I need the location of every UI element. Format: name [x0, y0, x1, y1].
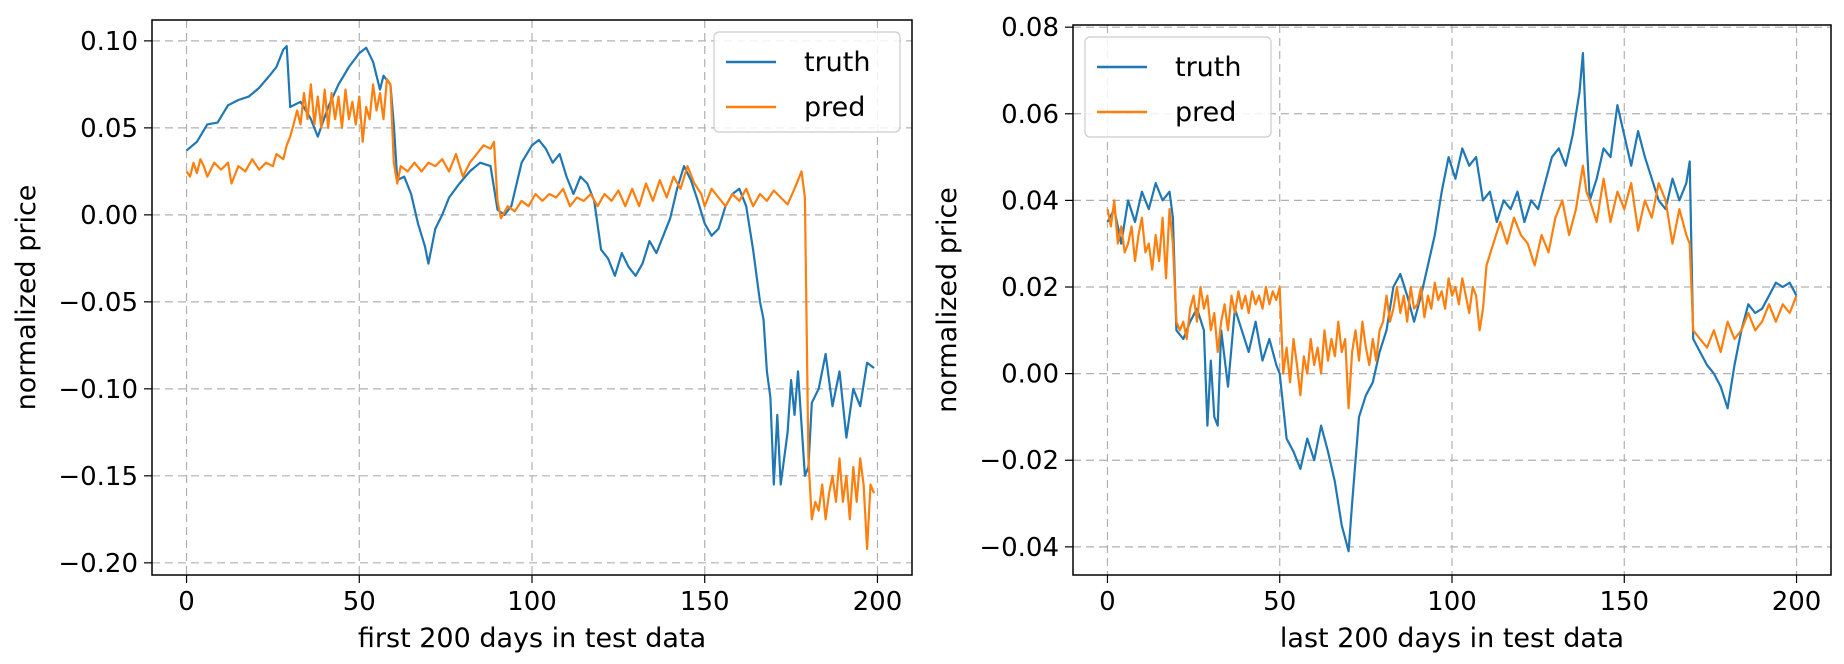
y-tick-label: −0.15 — [58, 462, 138, 492]
legend-label-pred: pred — [1175, 97, 1236, 128]
series-line-pred — [1106, 164, 1798, 410]
y-tick-label: 0.06 — [1001, 100, 1059, 130]
y-tick-label: 0.02 — [1001, 273, 1059, 303]
y-tick-label: −0.05 — [58, 288, 138, 318]
y-tick-label: −0.10 — [58, 375, 138, 405]
x-tick-label: 200 — [1772, 587, 1822, 617]
legend-label-truth: truth — [1175, 52, 1242, 83]
series-line-truth — [1106, 51, 1798, 553]
axes-frame — [151, 19, 913, 576]
y-tick-label: −0.02 — [979, 446, 1059, 476]
series-line-pred — [185, 78, 876, 551]
left-subplot: 0 50 100 150 200 0.10 0.05 0.00 −0.05 −0.10 −0.15 −… — [11, 19, 913, 654]
x-tick-label: 0 — [178, 587, 195, 617]
y-tick-label: 0.00 — [80, 201, 138, 231]
x-axis-label: first 200 days in test data — [358, 623, 706, 654]
y-tick-label: −0.20 — [58, 549, 138, 579]
y-axis-label: normalized price — [932, 187, 963, 413]
x-axis-label: last 200 days in test data — [1280, 623, 1624, 654]
right-subplot: 0 50 100 150 200 0.08 0.06 0.04 0.02 0.00 −0.02 −0.… — [932, 13, 1832, 654]
axes-frame — [1072, 24, 1832, 576]
y-axis-label: normalized price — [11, 185, 42, 411]
legend-label-truth: truth — [804, 47, 871, 78]
x-tick-label: 50 — [1263, 587, 1296, 617]
x-tick-label: 50 — [343, 587, 376, 617]
legend: truth pred — [713, 31, 901, 133]
x-tick-label: 0 — [1099, 587, 1116, 617]
x-tick-label: 100 — [1427, 587, 1477, 617]
y-tick-label: 0.05 — [80, 114, 138, 144]
y-tick-label: 0.04 — [1001, 186, 1059, 216]
legend: truth pred — [1084, 36, 1272, 138]
x-tick-label: 150 — [680, 587, 730, 617]
x-tick-label: 100 — [507, 587, 557, 617]
y-tick-label: 0.08 — [1001, 13, 1059, 43]
y-tick-label: 0.10 — [80, 27, 138, 57]
x-tick-label: 200 — [853, 587, 903, 617]
y-tick-label: 0.00 — [1001, 360, 1059, 390]
x-tick-label: 150 — [1599, 587, 1649, 617]
legend-label-pred: pred — [804, 92, 865, 123]
y-tick-label: −0.04 — [979, 533, 1059, 563]
